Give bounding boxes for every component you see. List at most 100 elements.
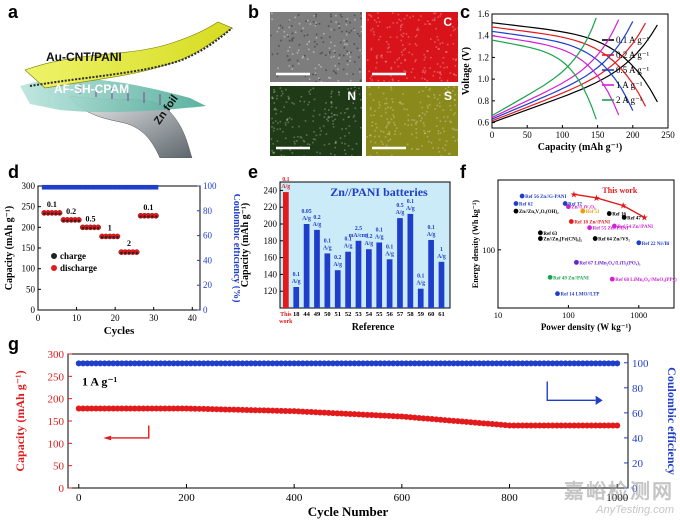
y2-tick-label: 0 — [203, 305, 208, 315]
y-tick-label: 200 — [22, 222, 36, 232]
ref-point — [612, 224, 617, 229]
rate-label: 0.1 — [143, 203, 153, 212]
ref-label: Ref 63 — [543, 232, 557, 237]
ref-label: Ref 18 Zn//PANI — [574, 221, 610, 226]
this-work-star: ★ — [640, 212, 648, 222]
rate-label: 1 — [108, 223, 112, 232]
charge-point — [128, 252, 130, 254]
charge-point — [136, 252, 138, 254]
charge-point — [55, 212, 57, 214]
y-tick-label: 100 — [482, 245, 495, 255]
category-label: 51 — [334, 311, 341, 318]
eds-element-label: N — [347, 89, 356, 103]
bar — [325, 253, 331, 308]
y-axis-label: Voltage (V) — [461, 47, 472, 95]
x-tick-label: 800 — [501, 492, 518, 504]
ref-label: Zn//Zn₃[Fe(CN)₆]₂ — [543, 238, 582, 243]
panel-d-label: d — [8, 162, 19, 183]
ref-label: Zn//Zn₃V₂O₇(OH)₂ — [519, 210, 559, 215]
charge-point — [89, 227, 91, 229]
x-tick-label: 1000 — [630, 310, 647, 320]
y-axis-label: Capacity (mAh g⁻¹) — [240, 203, 251, 287]
bar-label: A/g — [323, 245, 332, 251]
y2-tick-label: 40 — [632, 433, 644, 445]
category-label: 60 — [428, 311, 435, 318]
ref-point — [622, 215, 627, 220]
charge-point — [78, 219, 80, 221]
legend-discharge-label: discharge — [60, 263, 97, 273]
category-label: 50 — [324, 311, 331, 318]
bar-label: 0.1 — [386, 244, 393, 250]
x-tick-label: 200 — [626, 130, 640, 140]
y-tick-label: 250 — [48, 371, 65, 383]
y-tick-label: 250 — [22, 202, 36, 212]
bar-label: A/g — [396, 210, 405, 216]
bar-label: 0.1 — [417, 274, 424, 280]
legend-label: 0.2 A g⁻¹ — [616, 50, 650, 60]
eds-element-label: S — [444, 89, 452, 103]
plot-frame — [38, 186, 200, 310]
bar — [335, 270, 341, 308]
bar-label: 0.1 — [293, 272, 300, 278]
ref-point — [514, 209, 519, 214]
bar-label: 0.2 — [365, 234, 372, 240]
this-work-star: ★ — [570, 189, 578, 199]
ref-label: Ref 56 Zn//G-PANI — [525, 195, 566, 200]
charge-point — [147, 215, 149, 217]
y-tick-label: 0 — [31, 305, 36, 315]
y2-axis-label: Coulombic efficiency — [665, 367, 679, 475]
x-axis-label: Cycle Number — [308, 504, 389, 519]
ref-label: Ref 54 Zn//PANI — [617, 225, 653, 230]
y2-tick-label: 80 — [632, 383, 644, 395]
ref-point — [593, 236, 598, 241]
ref-label: Ref 64 Zn//VS₂ — [598, 238, 630, 243]
x-tick-label: 400 — [286, 492, 303, 504]
y-tick-label: 200 — [264, 219, 278, 229]
charge-point — [132, 252, 134, 254]
ref-point — [548, 275, 553, 280]
efficiency-point — [614, 360, 620, 366]
this-work-label: This work — [602, 186, 637, 195]
bar-label: 0.5 — [396, 203, 403, 209]
ref-point — [538, 236, 543, 241]
y-tick-label: 0 — [59, 483, 65, 495]
y2-tick-label: 20 — [203, 280, 213, 290]
y2-tick-label: 80 — [203, 206, 213, 216]
ref-point — [538, 230, 543, 235]
y-tick-label: 1.4 — [478, 31, 490, 41]
category-label: 57 — [397, 311, 404, 318]
ref-point — [607, 211, 612, 216]
ref-point — [587, 225, 592, 230]
x-tick-label: 150 — [591, 130, 605, 140]
ref-point — [610, 277, 615, 282]
category-label: 44 — [303, 311, 310, 318]
bar — [387, 259, 393, 308]
eds-map-c: C — [366, 12, 458, 82]
bar — [345, 252, 351, 308]
discharge-curve — [492, 36, 619, 115]
charge-point — [120, 252, 122, 254]
charge-point — [58, 212, 60, 214]
y2-tick-label: 20 — [632, 458, 644, 470]
ref-point — [555, 291, 560, 296]
x-tick-label: 200 — [178, 492, 195, 504]
y-tick-label: 120 — [264, 286, 278, 296]
y-axis-label: Capacity (mAh g⁻¹) — [13, 370, 27, 471]
bar-label: A/g — [416, 281, 425, 287]
charge-point — [70, 219, 72, 221]
bar-label: 1 — [440, 247, 443, 253]
y-tick-label: 220 — [264, 202, 278, 212]
x-tick-label: 0 — [76, 492, 82, 504]
charge-point — [82, 227, 84, 229]
charge-point — [51, 212, 53, 214]
y-tick-label: 180 — [264, 236, 278, 246]
capacity-arrow-head — [105, 436, 111, 440]
x-tick-label: 250 — [661, 130, 675, 140]
efficiency-axis-arrow — [547, 382, 595, 401]
y-tick-label: 0.6 — [478, 118, 490, 128]
bar-label: A/g — [406, 206, 415, 212]
y-tick-label: 300 — [48, 349, 65, 361]
